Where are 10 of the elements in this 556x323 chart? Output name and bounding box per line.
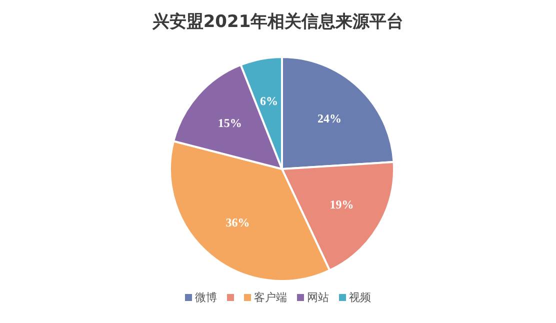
- legend-label: 网站: [307, 290, 329, 305]
- data-label: 36%: [226, 216, 250, 230]
- legend-label: 视频: [349, 290, 371, 305]
- data-label: 15%: [218, 116, 242, 130]
- chart-title: 兴安盟2021年相关信息来源平台: [151, 11, 405, 33]
- data-label: 6%: [260, 94, 278, 108]
- data-label: 19%: [330, 197, 354, 212]
- data-label: 24%: [318, 111, 342, 126]
- legend-label: 微博: [195, 290, 217, 305]
- legend-label: 客户端: [254, 290, 287, 305]
